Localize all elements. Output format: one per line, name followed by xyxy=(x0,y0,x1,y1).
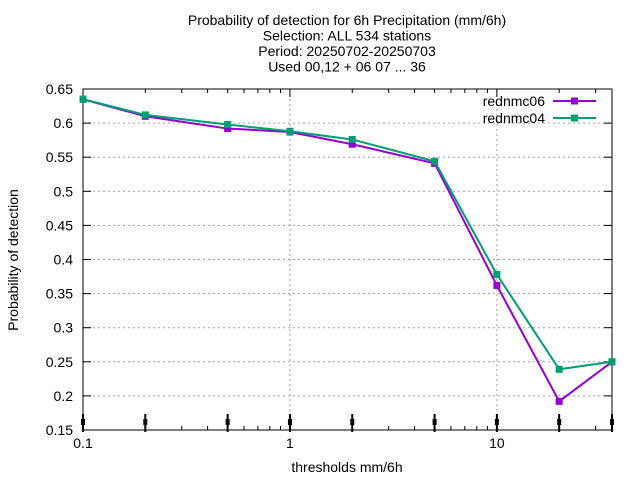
data-point xyxy=(348,140,356,148)
y-tick-label: 0.35 xyxy=(46,286,73,302)
data-point xyxy=(555,365,563,373)
y-tick-label: 0.2 xyxy=(54,388,74,404)
title-line-2: Selection: ALL 534 stations xyxy=(263,28,431,44)
baseline-marker xyxy=(432,414,437,432)
y-axis-ticks: 0.65 0.6 0.55 0.5 0.45 0.4 0.35 0.3 0.25 0.2 0.15 xyxy=(46,81,612,438)
baseline-marker xyxy=(494,414,499,432)
baseline-marker-dot xyxy=(494,419,499,425)
data-point xyxy=(348,135,356,143)
y-tick-label: 0.3 xyxy=(54,320,74,336)
y-tick-label: 0.25 xyxy=(46,354,73,370)
y-tick-label: 0.65 xyxy=(46,81,73,97)
x-axis-label: thresholds mm/6h xyxy=(291,459,402,475)
data-point xyxy=(224,120,232,128)
x-tick-label: 1 xyxy=(286,435,294,451)
legend-label-rednmc06: rednmc06 xyxy=(483,93,545,109)
baseline-marker-dot xyxy=(350,419,355,425)
series-rednmc06 xyxy=(79,95,616,405)
data-point xyxy=(224,125,232,133)
chart-title: Probability of detection for 6h Precipit… xyxy=(188,12,506,75)
x-tick-label: 0.1 xyxy=(73,435,93,451)
title-line-3: Period: 20250702-20250703 xyxy=(258,43,436,59)
baseline-marker xyxy=(610,414,614,432)
data-point xyxy=(493,271,501,279)
baseline-marker-dot xyxy=(81,419,85,425)
axes xyxy=(82,88,613,431)
data-point xyxy=(493,281,501,289)
data-point xyxy=(79,95,87,103)
grid-lines xyxy=(83,89,612,430)
plot-frame xyxy=(82,88,613,431)
baseline-marker-dot xyxy=(225,419,230,425)
series-rednmc04 xyxy=(79,95,616,373)
y-tick-label: 0.15 xyxy=(46,422,73,438)
y-tick-label: 0.45 xyxy=(46,217,73,233)
legend-marker-rednmc04 xyxy=(571,114,578,122)
baseline-marker xyxy=(225,414,230,432)
y-tick-label: 0.4 xyxy=(54,252,74,268)
x-axis-ticks: 0.1 1 10 xyxy=(73,89,597,451)
title-line-1: Probability of detection for 6h Precipit… xyxy=(188,12,506,28)
baseline-marker xyxy=(350,414,355,432)
data-point xyxy=(555,397,563,405)
y-tick-label: 0.5 xyxy=(54,183,74,199)
legend-label-rednmc04: rednmc04 xyxy=(483,110,545,126)
baseline-marker-dot xyxy=(143,419,148,425)
y-tick-label: 0.6 xyxy=(54,115,74,131)
baseline-marker-dot xyxy=(557,419,562,425)
series-line-rednmc04 xyxy=(82,98,613,371)
data-point xyxy=(141,111,149,119)
series xyxy=(79,95,616,405)
y-tick-label: 0.55 xyxy=(46,149,73,165)
x-tick-label: 10 xyxy=(489,435,505,451)
data-point xyxy=(608,358,616,366)
baseline-marker-dot xyxy=(610,419,614,425)
data-point xyxy=(431,157,439,165)
baseline-marker-dot xyxy=(287,419,292,425)
baseline-marker xyxy=(557,414,562,432)
legend-marker-rednmc06 xyxy=(571,97,578,105)
title-line-4: Used 00,12 + 06 07 ... 36 xyxy=(268,59,426,75)
baseline-marker xyxy=(143,414,148,432)
y-axis-label: Probability of detection xyxy=(5,189,21,331)
baseline-marker xyxy=(81,414,85,432)
baseline-markers xyxy=(81,414,614,432)
baseline-marker-dot xyxy=(432,419,437,425)
baseline-marker xyxy=(287,414,292,432)
data-point xyxy=(286,127,294,135)
series-line-rednmc06 xyxy=(82,98,613,403)
